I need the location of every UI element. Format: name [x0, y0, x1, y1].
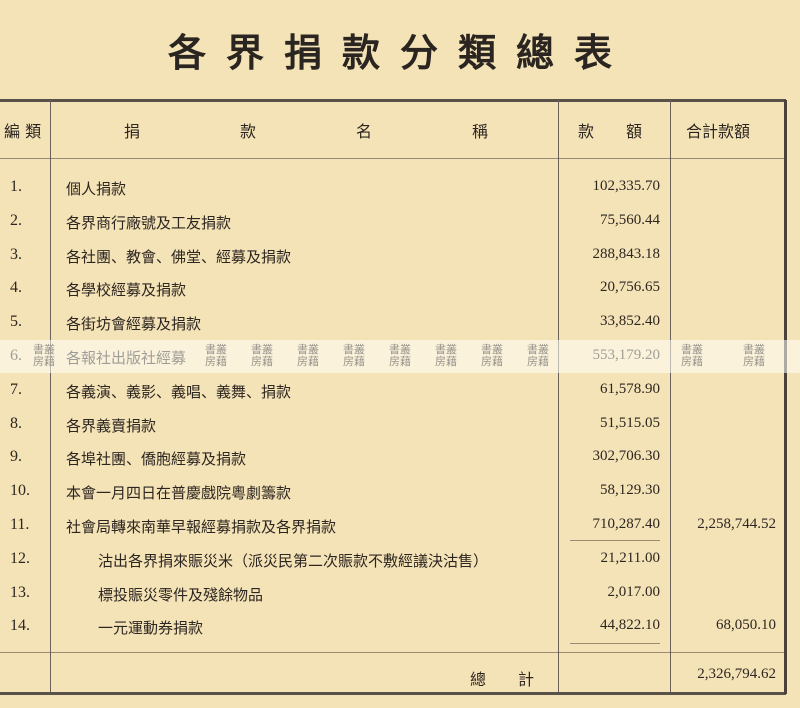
- row-amount: 302,706.30: [592, 448, 661, 465]
- row-name: 標投賑災零件及殘餘物品: [98, 585, 264, 604]
- row-number: 7.: [10, 380, 22, 398]
- header-total: 合計款額: [686, 122, 751, 141]
- row-name: 本會一月四日在普慶戲院粵劇籌款: [66, 484, 292, 503]
- row-number: 2.: [10, 211, 22, 229]
- row-number: 9.: [10, 448, 22, 466]
- row-name: 各學校經募及捐款: [66, 281, 187, 300]
- header-rule: [0, 158, 784, 159]
- row-name: 社會局轉來南華早報經募捐款及各界捐款: [66, 518, 337, 536]
- table-row: 1. 個人捐款 102,335.70: [0, 178, 800, 208]
- table-top-rule: [0, 99, 786, 102]
- row-total: 2,258,744.52: [697, 516, 776, 532]
- row-name: 各界商行廠號及工友捐款: [66, 213, 232, 232]
- row-amount: 44,822.10: [600, 617, 660, 634]
- row-number: 10.: [10, 482, 30, 500]
- row-name: 各街坊會經募及捐款: [66, 315, 202, 334]
- table-row: 9. 各埠社團、僑胞經募及捐款 302,706.30: [0, 448, 800, 478]
- subtotal-rule: [570, 643, 660, 644]
- table-row: 8. 各界義賣捐款 51,515.05: [0, 415, 800, 445]
- row-name: 各義演、義影、義唱、義舞、捐款: [66, 382, 292, 401]
- table-row: 7. 各義演、義影、義唱、義舞、捐款 61,578.90: [0, 381, 800, 411]
- watermark-stamp: 書叢房藉: [205, 343, 227, 368]
- watermark-stamp: 書叢房藉: [527, 343, 549, 368]
- row-number: 1.: [10, 178, 22, 195]
- row-total: 68,050.10: [716, 617, 776, 634]
- row-name: 沽出各界捐來賑災米（派災民第二次賑款不敷經議決沽售）: [98, 551, 489, 570]
- table-bottom-rule: [0, 692, 786, 695]
- row-amount: 288,843.18: [592, 245, 661, 262]
- row-number: 13.: [10, 583, 30, 601]
- row-name: 各社團、教會、佛堂、經募及捐款: [66, 247, 292, 266]
- row-amount: 20,756.65: [600, 279, 660, 296]
- row-number: 11.: [10, 516, 30, 533]
- row-number: 5.: [10, 313, 22, 331]
- watermark-stamp: 書叢房藉: [343, 343, 365, 368]
- watermark-stamp: 書叢房藉: [33, 343, 55, 368]
- table-row: 4. 各學校經募及捐款 20,756.65: [0, 279, 800, 309]
- row-amount: 21,211.00: [600, 549, 660, 566]
- row-amount: 51,515.05: [600, 414, 660, 431]
- row-amount: 33,852.40: [600, 313, 660, 330]
- row-amount: 102,335.70: [592, 178, 661, 194]
- row-number: 8.: [10, 414, 22, 432]
- watermark-stamp: 書叢房藉: [297, 343, 319, 368]
- watermark-stamp: 書叢房藉: [681, 343, 703, 368]
- watermark-stamp: 書叢房藉: [435, 343, 457, 368]
- grand-total-value: 2,326,794.62: [697, 666, 776, 682]
- header-name-4: 稱: [472, 122, 489, 141]
- footer-rule: [0, 652, 784, 653]
- watermark-stamp: 書叢房藉: [251, 343, 273, 368]
- page-title: 各界捐款分類總表: [167, 30, 632, 75]
- row-number: 4.: [10, 279, 22, 297]
- header-index: 編 類: [4, 122, 42, 141]
- row-amount: 710,287.40: [592, 516, 661, 532]
- header-name-1: 捐: [124, 122, 141, 141]
- header-amount: 款 額: [578, 122, 643, 141]
- watermark-stamp: 書叢房藉: [389, 343, 411, 368]
- row-name: 一元運動券捐款: [98, 619, 204, 638]
- table-row: 2. 各界商行廠號及工友捐款 75,560.44: [0, 212, 800, 242]
- header-name-3: 名: [356, 122, 373, 141]
- row-name: 各埠社團、僑胞經募及捐款: [66, 450, 247, 469]
- grand-total-label: 總 計: [470, 670, 535, 689]
- row-amount: 75,560.44: [600, 211, 660, 228]
- col-divider: [670, 100, 671, 692]
- table-row: 13. 標投賑災零件及殘餘物品 2,017.00: [0, 584, 800, 614]
- row-number: 12.: [10, 549, 30, 567]
- table-right-border: [784, 100, 787, 694]
- row-amount: 2,017.00: [607, 583, 661, 600]
- table-row: 14. 一元運動券捐款 44,822.10 68,050.10: [0, 617, 800, 647]
- watermark-stamp: 書叢房藉: [743, 343, 765, 368]
- row-amount: 61,578.90: [600, 380, 660, 397]
- watermark-stamp: 書叢房藉: [481, 343, 503, 368]
- row-name: 各界義賣捐款: [66, 416, 157, 435]
- table-row: 3. 各社團、教會、佛堂、經募及捐款 288,843.18: [0, 246, 800, 276]
- col-divider: [558, 100, 559, 692]
- table-row: 10. 本會一月四日在普慶戲院粵劇籌款 58,129.30: [0, 482, 800, 512]
- row-name: 個人捐款: [66, 180, 127, 198]
- watermark-band: [0, 340, 800, 373]
- grand-total-row: 總 計 2,326,794.62: [0, 666, 800, 696]
- subtotal-rule: [570, 540, 660, 541]
- table-row: 5. 各街坊會經募及捐款 33,852.40: [0, 313, 800, 343]
- row-number: 14.: [10, 617, 30, 635]
- table-row: 12. 沽出各界捐來賑災米（派災民第二次賑款不敷經議決沽售） 21,211.00: [0, 550, 800, 580]
- col-divider: [50, 100, 51, 692]
- table-row: 11. 社會局轉來南華早報經募捐款及各界捐款 710,287.40 2,258,…: [0, 516, 800, 546]
- header-name-2: 款: [240, 122, 257, 141]
- row-number: 3.: [10, 245, 22, 263]
- row-amount: 58,129.30: [600, 482, 660, 499]
